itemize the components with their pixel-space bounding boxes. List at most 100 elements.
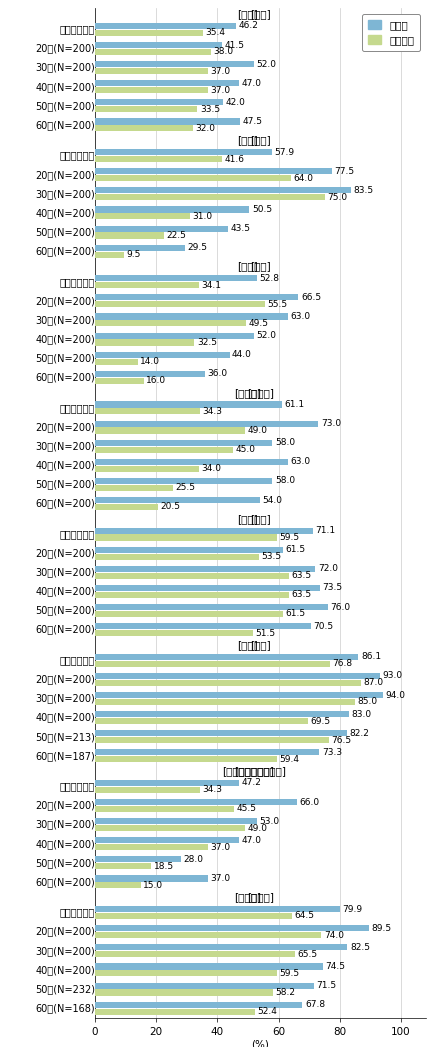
Bar <box>95 680 361 686</box>
Bar <box>95 963 323 970</box>
Bar <box>95 313 288 319</box>
Text: 44.0: 44.0 <box>232 351 252 359</box>
Bar <box>95 547 283 553</box>
Bar <box>95 989 273 996</box>
Bar <box>95 756 277 762</box>
Bar <box>95 126 193 132</box>
Bar <box>95 440 273 446</box>
Text: 54.0: 54.0 <box>263 495 283 505</box>
Text: 60代(N=200): 60代(N=200) <box>35 625 95 634</box>
Bar <box>95 49 211 55</box>
Text: 74.5: 74.5 <box>325 962 345 971</box>
Text: 87.0: 87.0 <box>364 678 384 687</box>
Text: 52.0: 52.0 <box>257 331 277 340</box>
Bar <box>95 169 332 174</box>
Text: 73.5: 73.5 <box>322 583 343 593</box>
Text: 49.0: 49.0 <box>247 426 267 435</box>
Bar <box>95 698 355 705</box>
Text: 64.5: 64.5 <box>295 912 315 920</box>
Text: 全体加重平均: 全体加重平均 <box>60 529 95 539</box>
Text: 20.5: 20.5 <box>160 503 180 511</box>
Bar <box>95 906 340 912</box>
Text: 32.0: 32.0 <box>195 124 215 133</box>
Bar <box>95 275 257 282</box>
Text: 37.0: 37.0 <box>211 874 231 883</box>
Bar <box>95 245 185 251</box>
Bar <box>95 806 234 812</box>
Bar <box>95 737 329 743</box>
Text: 14.0: 14.0 <box>140 357 160 366</box>
Text: 全体加重平均: 全体加重平均 <box>60 151 95 160</box>
Text: [日本]: [日本] <box>238 9 258 19</box>
Text: [英国]: [英国] <box>250 262 271 271</box>
Legend: 認知度, 利用意向: 認知度, 利用意向 <box>362 14 420 51</box>
Text: 全体加重平均: 全体加重平均 <box>60 403 95 413</box>
Text: [中国]: [中国] <box>238 640 258 650</box>
Bar <box>95 913 292 919</box>
Text: 42.0: 42.0 <box>226 98 246 107</box>
Text: 34.0: 34.0 <box>202 464 221 473</box>
Text: 30代(N=200): 30代(N=200) <box>35 315 95 325</box>
Bar <box>95 497 260 504</box>
Text: 30代(N=200): 30代(N=200) <box>35 945 95 956</box>
Bar <box>95 206 250 213</box>
Bar <box>95 818 257 824</box>
Text: 53.5: 53.5 <box>261 552 281 561</box>
Text: 20代(N=200): 20代(N=200) <box>35 422 95 432</box>
Bar <box>95 673 380 678</box>
Text: 40代(N=200): 40代(N=200) <box>35 839 95 849</box>
Bar <box>95 251 124 258</box>
Text: [韓国]: [韓国] <box>238 514 258 524</box>
Text: 61.1: 61.1 <box>284 400 304 409</box>
Bar <box>95 302 265 308</box>
Text: 全体加重平均: 全体加重平均 <box>60 908 95 917</box>
Text: 60代(N=187): 60代(N=187) <box>35 751 95 761</box>
Bar <box>95 446 233 452</box>
Text: 52.4: 52.4 <box>258 1007 278 1016</box>
Bar <box>95 149 272 155</box>
Text: 20代(N=200): 20代(N=200) <box>35 801 95 810</box>
Bar <box>95 883 141 889</box>
Text: 40代(N=200): 40代(N=200) <box>35 82 95 92</box>
Bar <box>95 378 144 384</box>
Text: 83.0: 83.0 <box>351 710 372 718</box>
Text: 29.5: 29.5 <box>187 243 208 252</box>
Text: [インド]: [インド] <box>235 892 262 903</box>
Bar <box>95 333 254 338</box>
Text: 40代(N=200): 40代(N=200) <box>35 965 95 975</box>
Text: 25.5: 25.5 <box>176 484 195 492</box>
Bar <box>95 799 297 805</box>
Text: 40代(N=200): 40代(N=200) <box>35 586 95 597</box>
Text: 50.5: 50.5 <box>252 205 272 214</box>
Text: 77.5: 77.5 <box>335 166 355 176</box>
Text: 76.5: 76.5 <box>332 736 351 744</box>
Text: 76.0: 76.0 <box>330 603 350 611</box>
Text: [オーストラリア]: [オーストラリア] <box>234 766 286 776</box>
Text: 55.5: 55.5 <box>267 299 288 309</box>
Text: 51.5: 51.5 <box>255 628 275 638</box>
Bar <box>95 42 222 48</box>
Bar <box>95 951 295 957</box>
Bar <box>95 573 289 579</box>
Bar <box>95 477 273 484</box>
Text: 45.5: 45.5 <box>237 804 257 814</box>
Bar <box>95 294 299 300</box>
Text: 58.2: 58.2 <box>276 988 295 997</box>
Bar <box>95 81 239 86</box>
Text: 74.0: 74.0 <box>324 931 344 939</box>
Text: 60代(N=200): 60代(N=200) <box>35 877 95 887</box>
Text: 40代(N=200): 40代(N=200) <box>35 713 95 722</box>
Text: 50代(N=200): 50代(N=200) <box>35 227 95 237</box>
Bar <box>95 99 224 106</box>
Bar <box>95 838 239 843</box>
Text: [英国]: [英国] <box>238 262 258 271</box>
Bar <box>95 466 199 472</box>
Text: 61.5: 61.5 <box>286 545 306 554</box>
Text: 20代(N=200): 20代(N=200) <box>35 927 95 937</box>
Text: 59.5: 59.5 <box>280 968 299 978</box>
Bar <box>95 358 138 364</box>
Bar <box>95 225 228 231</box>
Text: 47.0: 47.0 <box>241 79 261 88</box>
Bar <box>95 408 200 415</box>
Text: 82.2: 82.2 <box>349 729 369 738</box>
